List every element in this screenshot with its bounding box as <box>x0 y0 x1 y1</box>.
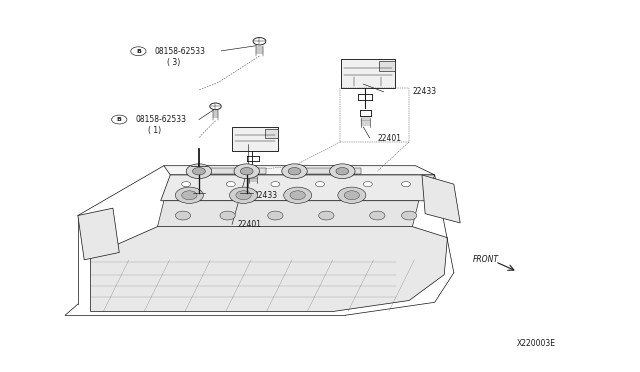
Circle shape <box>336 167 349 175</box>
Circle shape <box>241 167 253 175</box>
Circle shape <box>230 187 257 203</box>
Circle shape <box>282 164 307 179</box>
Text: ( 1): ( 1) <box>148 126 161 135</box>
Circle shape <box>370 211 385 220</box>
Circle shape <box>182 182 191 187</box>
Bar <box>379 61 395 71</box>
Circle shape <box>316 182 324 187</box>
Polygon shape <box>91 227 447 311</box>
Circle shape <box>284 187 312 203</box>
Circle shape <box>290 191 305 200</box>
Circle shape <box>401 211 417 220</box>
Bar <box>340 60 395 88</box>
Circle shape <box>268 211 283 220</box>
Circle shape <box>175 187 204 203</box>
Circle shape <box>236 191 251 200</box>
Text: B: B <box>136 49 141 54</box>
Circle shape <box>210 103 221 110</box>
Circle shape <box>319 211 334 220</box>
Circle shape <box>338 187 366 203</box>
Polygon shape <box>78 208 119 260</box>
Text: ( 3): ( 3) <box>167 58 180 67</box>
Polygon shape <box>164 166 435 175</box>
Text: B: B <box>117 117 122 122</box>
Circle shape <box>271 182 280 187</box>
Text: 22433: 22433 <box>412 87 436 96</box>
Circle shape <box>330 164 355 179</box>
Circle shape <box>234 164 259 179</box>
Circle shape <box>131 47 146 56</box>
Text: 22433: 22433 <box>253 191 277 200</box>
Polygon shape <box>161 175 435 201</box>
Text: 22401: 22401 <box>237 220 261 229</box>
Circle shape <box>175 211 191 220</box>
Text: 22401: 22401 <box>378 134 401 142</box>
Text: X220003E: X220003E <box>516 340 556 349</box>
Bar <box>291 168 362 174</box>
Circle shape <box>401 182 410 187</box>
Circle shape <box>220 211 236 220</box>
Circle shape <box>364 182 372 187</box>
Text: 08158-62533: 08158-62533 <box>135 115 186 124</box>
Circle shape <box>227 182 236 187</box>
Circle shape <box>253 38 266 45</box>
Bar <box>265 129 278 138</box>
Bar <box>232 127 278 151</box>
Circle shape <box>193 167 205 175</box>
Circle shape <box>344 191 360 200</box>
Polygon shape <box>422 175 460 223</box>
Circle shape <box>186 164 212 179</box>
Circle shape <box>111 115 127 124</box>
Text: FRONT: FRONT <box>473 255 499 264</box>
Bar <box>196 168 266 174</box>
Circle shape <box>182 191 197 200</box>
Circle shape <box>288 167 301 175</box>
Polygon shape <box>157 201 419 227</box>
Text: 08158-62533: 08158-62533 <box>154 47 205 56</box>
